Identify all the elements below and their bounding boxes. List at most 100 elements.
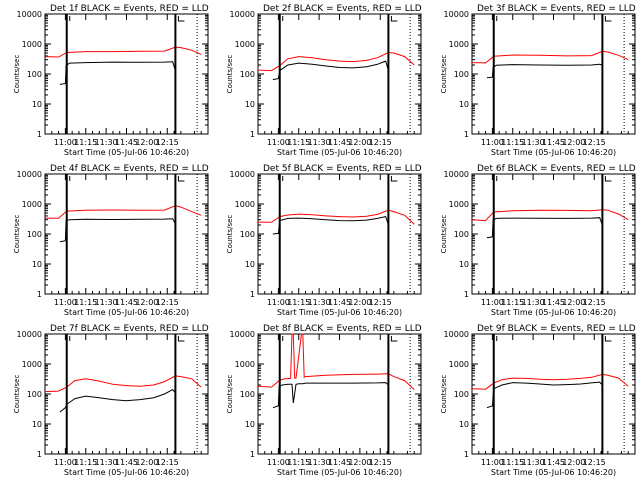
x-tick-label: 11:00 — [481, 458, 504, 467]
chart-panel-det-1: Det 1f BLACK = Events, RED = LLD 1 10 100 10… — [13, 4, 209, 157]
x-axis-label: Start Time (05-Jul-06 10:46:20) — [277, 308, 402, 317]
x-tick-label: 11:15 — [501, 298, 524, 307]
y-tick-label: 1000 — [22, 40, 42, 49]
y-tick-label: 100 — [27, 70, 42, 79]
x-tick-label: 11:45 — [542, 298, 565, 307]
chart-title: Det 7f BLACK = Events, RED = LLD — [50, 324, 209, 334]
x-tick-label: 11:30 — [95, 298, 118, 307]
x-tick-label: 11:45 — [542, 458, 565, 467]
y-tick-label: 10 — [459, 100, 469, 109]
x-tick-label: 11:15 — [74, 138, 97, 147]
y-tick-label: 1000 — [235, 200, 255, 209]
marker-flag — [604, 16, 612, 22]
y-tick-label: 100 — [240, 70, 255, 79]
x-tick-label: 11:00 — [54, 298, 77, 307]
x-tick-label: 11:45 — [542, 138, 565, 147]
y-axis-label: Counts/sec — [13, 55, 21, 94]
chart-title: Det 1f BLACK = Events, RED = LLD — [50, 4, 209, 14]
x-tick-label: 11:00 — [481, 298, 504, 307]
y-tick-label: 1 — [37, 290, 42, 299]
marker-flag — [177, 336, 185, 342]
y-tick-label: 10 — [459, 420, 469, 429]
y-axis-label: Counts/sec — [13, 375, 21, 414]
lld-series-line — [471, 373, 629, 390]
chart-title: Det 8f BLACK = Events, RED = LLD — [263, 324, 422, 334]
chart-panel-det-8: Det 8f BLACK = Events, RED = LLD 1 10 100 10… — [226, 324, 422, 477]
y-tick-label: 1 — [250, 450, 255, 459]
x-axis-label: Start Time (05-Jul-06 10:46:20) — [277, 468, 402, 477]
x-tick-label: 12:15 — [583, 138, 606, 147]
x-tick-label: 12:00 — [135, 458, 158, 467]
y-tick-label: 1 — [250, 130, 255, 139]
x-tick-label: 11:45 — [328, 458, 351, 467]
lld-series-line — [257, 209, 415, 225]
x-axis-label: Start Time (05-Jul-06 10:46:20) — [277, 148, 402, 157]
y-tick-label: 10 — [245, 420, 255, 429]
chart-title: Det 3f BLACK = Events, RED = LLD — [477, 4, 636, 14]
x-tick-label: 11:30 — [308, 138, 331, 147]
chart-panel-det-9: Det 9f BLACK = Events, RED = LLD 1 10 100 10… — [440, 324, 636, 477]
y-axis-label: Counts/sec — [226, 215, 234, 254]
y-tick-label: 1 — [464, 290, 469, 299]
y-axis-label: Counts/sec — [440, 55, 448, 94]
y-tick-label: 10 — [245, 260, 255, 269]
x-axis-label: Start Time (05-Jul-06 10:46:20) — [64, 148, 189, 157]
x-axis-label: Start Time (05-Jul-06 10:46:20) — [491, 148, 616, 157]
x-tick-label: 12:15 — [156, 138, 179, 147]
y-tick-label: 1 — [250, 290, 255, 299]
x-tick-label: 11:00 — [481, 138, 504, 147]
x-tick-label: 11:30 — [95, 138, 118, 147]
y-tick-label: 1000 — [22, 200, 42, 209]
y-axis-label: Counts/sec — [440, 215, 448, 254]
y-axis-label: Counts/sec — [226, 55, 234, 94]
x-tick-label: 11:15 — [501, 458, 524, 467]
y-tick-label: 10000 — [17, 330, 42, 339]
marker-flag — [604, 176, 612, 182]
y-tick-label: 10000 — [230, 170, 255, 179]
y-tick-label: 100 — [454, 230, 469, 239]
x-tick-label: 11:45 — [328, 298, 351, 307]
x-tick-label: 12:00 — [562, 298, 585, 307]
x-tick-label: 11:00 — [267, 458, 290, 467]
x-tick-label: 11:45 — [115, 138, 138, 147]
x-tick-label: 11:30 — [308, 298, 331, 307]
x-tick-label: 12:00 — [135, 298, 158, 307]
y-tick-label: 1000 — [449, 360, 469, 369]
lld-series-line — [44, 205, 202, 219]
chart-panel-det-5: Det 5f BLACK = Events, RED = LLD 1 10 100 10… — [226, 164, 422, 317]
events-series-line — [272, 382, 389, 409]
y-tick-label: 1000 — [235, 40, 255, 49]
lld-series-line — [44, 46, 202, 58]
x-tick-label: 12:15 — [156, 298, 179, 307]
y-tick-label: 10 — [32, 100, 42, 109]
x-tick-label: 11:45 — [115, 458, 138, 467]
x-axis-label: Start Time (05-Jul-06 10:46:20) — [491, 308, 616, 317]
marker-flag — [177, 176, 185, 182]
x-tick-label: 11:30 — [522, 298, 545, 307]
x-tick-label: 11:15 — [287, 298, 310, 307]
x-tick-label: 11:45 — [328, 138, 351, 147]
y-tick-label: 10000 — [230, 10, 255, 19]
x-tick-label: 11:15 — [74, 298, 97, 307]
y-tick-label: 10000 — [17, 10, 42, 19]
y-tick-label: 1000 — [449, 40, 469, 49]
y-tick-label: 10 — [32, 260, 42, 269]
x-axis-label: Start Time (05-Jul-06 10:46:20) — [491, 468, 616, 477]
x-axis-label: Start Time (05-Jul-06 10:46:20) — [64, 468, 189, 477]
x-tick-label: 12:00 — [348, 138, 371, 147]
x-tick-label: 12:00 — [562, 138, 585, 147]
x-tick-label: 11:15 — [287, 458, 310, 467]
x-tick-label: 11:30 — [522, 458, 545, 467]
x-tick-label: 12:00 — [348, 298, 371, 307]
y-tick-label: 10000 — [444, 330, 469, 339]
y-tick-label: 100 — [27, 390, 42, 399]
marker-flag — [604, 336, 612, 342]
chart-panel-det-3: Det 3f BLACK = Events, RED = LLD 1 10 100 10… — [440, 4, 636, 157]
chart-panel-det-4: Det 4f BLACK = Events, RED = LLD 1 10 100 10… — [13, 164, 209, 317]
y-axis-label: Counts/sec — [13, 215, 21, 254]
y-tick-label: 100 — [27, 230, 42, 239]
x-tick-label: 11:00 — [54, 458, 77, 467]
y-tick-label: 100 — [240, 230, 255, 239]
